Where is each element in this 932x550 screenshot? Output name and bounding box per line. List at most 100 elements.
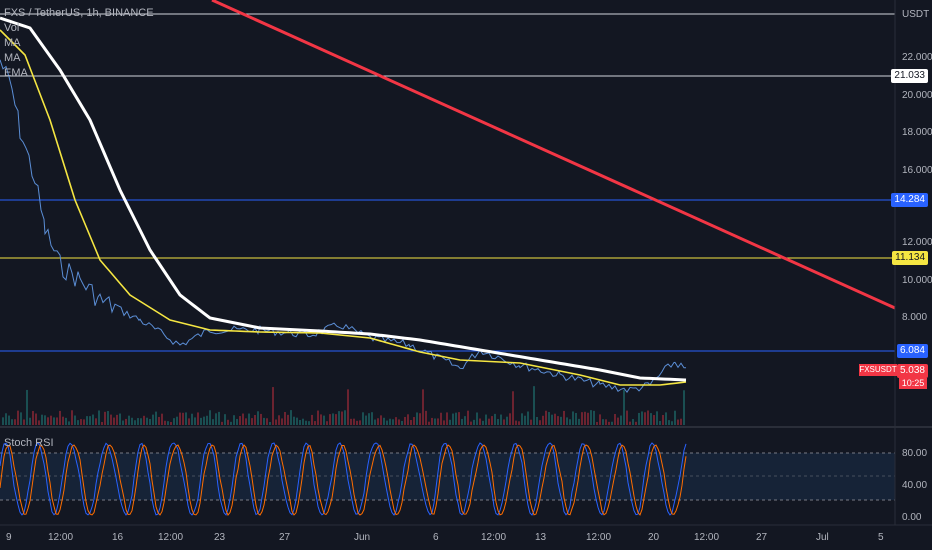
volume-bar — [32, 410, 34, 425]
volume-bar — [470, 421, 472, 425]
time-axis[interactable]: 9 12:00 16 12:00 23 27 Jun 6 12:00 13 12… — [6, 532, 884, 543]
volume-bar — [524, 415, 526, 425]
volume-bar — [311, 414, 313, 425]
volume-bar — [203, 416, 205, 425]
volume-bar — [632, 419, 634, 425]
volume-bar — [302, 418, 304, 425]
candle-countdown: 10:25 — [899, 378, 927, 389]
volume-bar — [449, 419, 451, 425]
volume-bar — [491, 416, 493, 425]
white-moving-average — [0, 16, 687, 382]
volume-bar — [434, 418, 436, 425]
volume-bar — [74, 415, 76, 425]
volume-bar — [653, 415, 655, 425]
legend-vol[interactable]: Vol — [4, 22, 20, 34]
volume-bar — [143, 415, 145, 425]
volume-bar — [581, 412, 583, 425]
volume-bar — [377, 418, 379, 425]
time-tick: 20 — [648, 532, 660, 543]
volume-bar — [512, 391, 514, 425]
volume-bar — [629, 421, 631, 425]
time-tick: 27 — [756, 532, 768, 543]
volume-bar — [323, 415, 325, 425]
volume-bar — [272, 387, 274, 425]
price-tick: 12.000 — [902, 237, 932, 248]
volume-bar — [671, 421, 673, 425]
price-tag-14: 14.284 — [891, 193, 928, 207]
volume-bar — [200, 417, 202, 425]
volume-bar — [173, 418, 175, 425]
volume-bar — [110, 414, 112, 425]
volume-bar — [191, 413, 193, 425]
volume-bar — [542, 415, 544, 425]
time-tick: 5 — [878, 532, 884, 543]
volume-bar — [125, 418, 127, 425]
volume-bar — [89, 416, 91, 425]
time-tick: Jun — [354, 532, 370, 543]
yellow-moving-average — [0, 29, 687, 386]
volume-bar — [398, 419, 400, 425]
volume-bar — [455, 412, 457, 425]
volume-bar — [431, 417, 433, 425]
volume-bar — [197, 412, 199, 425]
volume-bar — [620, 415, 622, 425]
volume-bar — [293, 416, 295, 425]
volume-bar — [278, 415, 280, 425]
volume-bar — [488, 418, 490, 425]
legend-ma-2[interactable]: MA — [4, 52, 21, 64]
stoch-rsi-label[interactable]: Stoch RSI — [4, 437, 54, 449]
volume-bar — [38, 420, 40, 425]
volume-bar — [617, 417, 619, 425]
volume-bar — [281, 418, 283, 425]
volume-bar — [68, 421, 70, 425]
legend-ema[interactable]: EMA — [4, 67, 28, 79]
time-tick: 9 — [6, 532, 12, 543]
volume-bar — [170, 421, 172, 425]
volume-bar — [290, 410, 292, 425]
volume-bar — [440, 412, 442, 425]
volume-bar — [275, 419, 277, 425]
volume-bar — [665, 412, 667, 425]
volume-bar — [476, 412, 478, 425]
volume-bar — [401, 421, 403, 425]
price-tick: 20.000 — [902, 90, 932, 101]
red-trendline[interactable] — [211, 0, 896, 310]
volume-bar — [551, 414, 553, 425]
volume-bars — [2, 386, 685, 425]
volume-bar — [209, 410, 211, 425]
volume-bar — [497, 419, 499, 425]
volume-bar — [386, 420, 388, 425]
volume-bar — [194, 417, 196, 425]
volume-bar — [254, 415, 256, 425]
volume-bar — [614, 413, 616, 425]
legend-ma-1[interactable]: MA — [4, 37, 21, 49]
volume-bar — [134, 420, 136, 425]
volume-bar — [578, 418, 580, 425]
rsi-tick: 40.00 — [902, 480, 927, 491]
volume-bar — [569, 419, 571, 425]
volume-bar — [563, 410, 565, 425]
volume-bar — [221, 421, 223, 425]
volume-bar — [353, 418, 355, 425]
time-tick: 12:00 — [481, 532, 506, 543]
volume-bar — [650, 413, 652, 425]
volume-bar — [161, 413, 163, 425]
volume-bar — [605, 419, 607, 425]
legend-symbol[interactable]: FXS / TetherUS, 1h, BINANCE — [4, 7, 154, 19]
volume-bar — [446, 412, 448, 425]
volume-bar — [305, 420, 307, 425]
volume-bar — [590, 410, 592, 425]
price-tick: 22.000 — [902, 52, 932, 63]
volume-bar — [26, 389, 28, 425]
price-tick: 16.000 — [902, 165, 932, 176]
volume-bar — [443, 420, 445, 425]
volume-bar — [659, 420, 661, 425]
rsi-tick: 80.00 — [902, 448, 927, 459]
volume-bar — [308, 421, 310, 425]
volume-bar — [536, 416, 538, 425]
volume-bar — [329, 414, 331, 425]
volume-bar — [674, 410, 676, 425]
volume-bar — [545, 410, 547, 425]
volume-bar — [638, 412, 640, 425]
